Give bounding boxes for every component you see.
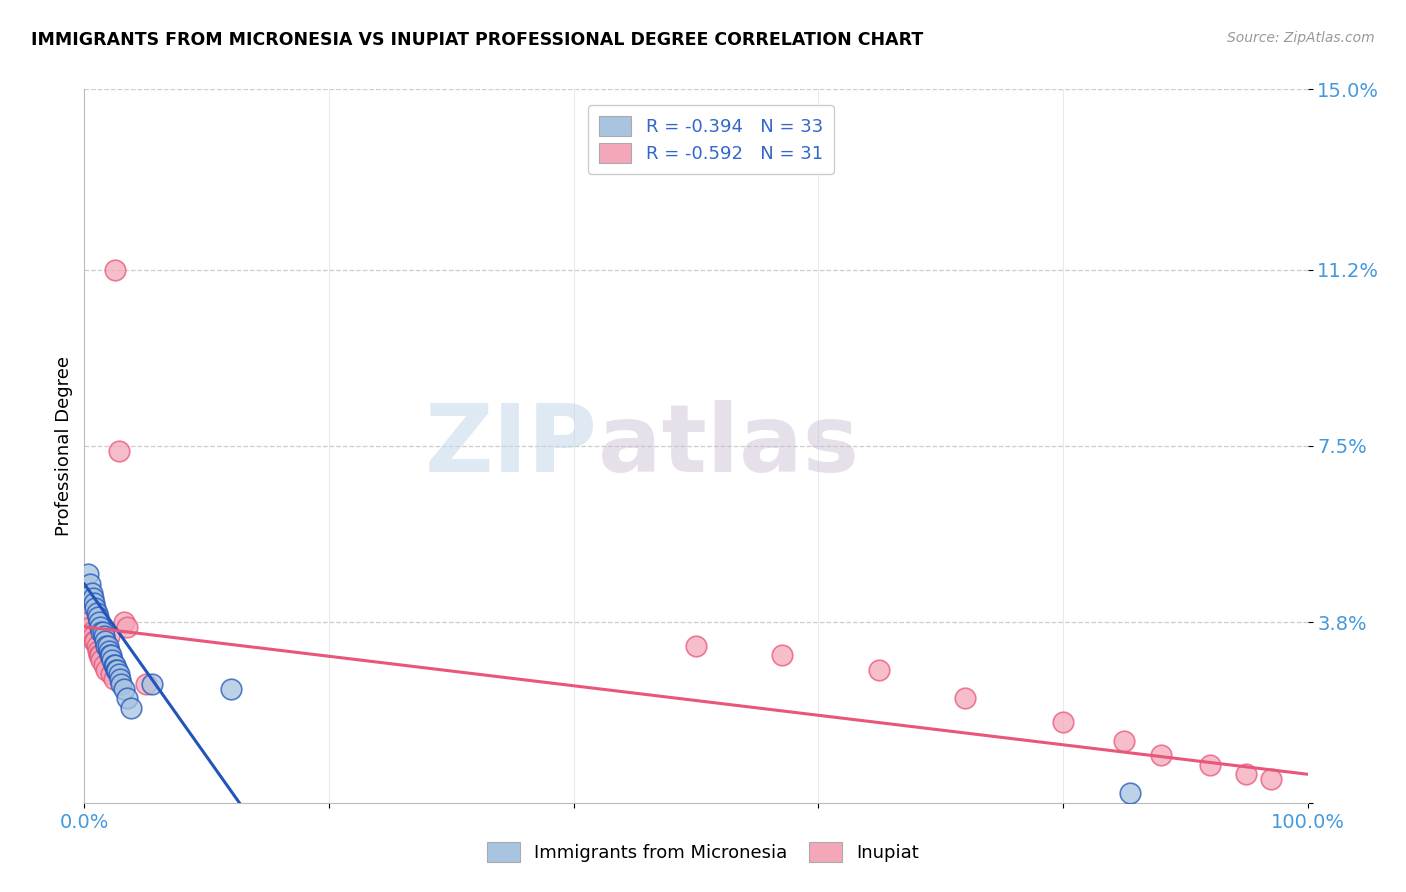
Legend: R = -0.394   N = 33, R = -0.592   N = 31: R = -0.394 N = 33, R = -0.592 N = 31: [588, 105, 834, 174]
Point: [98, 648, 121, 663]
Point: [94, 634, 117, 648]
Point: [82, 629, 104, 643]
Point: [104, 657, 127, 672]
Point: [87, 615, 110, 629]
Point: [108, 672, 131, 686]
Point: [84, 600, 107, 615]
Point: [1150, 748, 1173, 763]
Point: [953, 691, 976, 706]
Point: [96, 639, 118, 653]
Point: [110, 677, 132, 691]
Point: [100, 667, 122, 681]
Text: Source: ZipAtlas.com: Source: ZipAtlas.com: [1227, 31, 1375, 45]
Point: [91, 624, 114, 639]
Point: [141, 677, 163, 691]
Point: [101, 653, 124, 667]
Point: [770, 648, 793, 663]
Y-axis label: Professional Degree: Professional Degree: [55, 356, 73, 536]
Point: [77, 567, 100, 582]
Point: [105, 663, 128, 677]
Point: [89, 648, 111, 663]
Point: [100, 648, 122, 663]
Point: [869, 663, 891, 677]
Point: [1260, 772, 1282, 786]
Point: [103, 672, 125, 686]
Point: [1114, 734, 1136, 748]
Point: [87, 648, 110, 663]
Point: [107, 667, 129, 681]
Point: [77, 615, 100, 629]
Point: [103, 657, 125, 672]
Point: [112, 615, 135, 629]
Point: [1119, 786, 1142, 800]
Point: [219, 681, 242, 696]
Legend: Immigrants from Micronesia, Inupiat: Immigrants from Micronesia, Inupiat: [479, 835, 927, 870]
Text: ZIP: ZIP: [425, 400, 598, 492]
Text: atlas: atlas: [598, 400, 859, 492]
Point: [115, 620, 138, 634]
Point: [107, 443, 129, 458]
Point: [86, 606, 108, 620]
Point: [135, 677, 157, 691]
Point: [685, 639, 707, 653]
Point: [87, 643, 110, 657]
Text: IMMIGRANTS FROM MICRONESIA VS INUPIAT PROFESSIONAL DEGREE CORRELATION CHART: IMMIGRANTS FROM MICRONESIA VS INUPIAT PR…: [31, 31, 924, 49]
Point: [1236, 767, 1258, 781]
Point: [90, 653, 112, 667]
Point: [115, 691, 138, 706]
Point: [87, 610, 110, 624]
Point: [84, 634, 107, 648]
Point: [89, 620, 111, 634]
Point: [97, 643, 120, 657]
Point: [105, 663, 128, 677]
Point: [83, 596, 105, 610]
Point: [93, 629, 115, 643]
Point: [80, 586, 103, 600]
Point: [96, 663, 118, 677]
Point: [104, 263, 127, 277]
Point: [120, 700, 142, 714]
Point: [79, 620, 101, 634]
Point: [112, 681, 135, 696]
Point: [82, 591, 104, 606]
Point: [86, 639, 108, 653]
Point: [1052, 714, 1074, 729]
Point: [97, 639, 120, 653]
Point: [80, 624, 103, 639]
Point: [79, 577, 101, 591]
Point: [90, 624, 112, 639]
Point: [97, 629, 120, 643]
Point: [93, 657, 115, 672]
Point: [83, 634, 105, 648]
Point: [1198, 757, 1220, 772]
